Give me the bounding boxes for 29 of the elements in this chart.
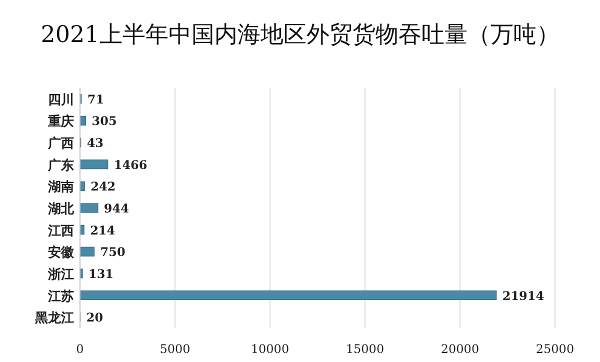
data-label: 214 <box>90 223 116 238</box>
y-tick-label: 四川 <box>48 92 74 108</box>
y-tick-label: 江西 <box>47 224 74 239</box>
y-tick-label: 浙江 <box>47 267 74 282</box>
x-tick-label: 5000 <box>160 342 190 356</box>
y-tick-label: 广西 <box>47 136 74 152</box>
y-tick-label: 广东 <box>47 157 74 174</box>
y-tick-label: 黑龙江 <box>34 311 74 326</box>
data-label: 131 <box>88 266 114 281</box>
x-tick-label: 20000 <box>440 342 480 356</box>
y-tick-label: 安徽 <box>48 244 75 261</box>
data-label: 20 <box>86 310 104 325</box>
y-tick-label: 重庆 <box>47 114 74 130</box>
data-label: 305 <box>92 114 117 128</box>
x-tick-label: 15000 <box>346 342 384 356</box>
y-tick-label: 湖北 <box>47 202 75 217</box>
x-tick-label: 25000 <box>536 342 574 356</box>
data-label: 750 <box>100 245 126 260</box>
title: 2021上半年中国内海地区外贸货物吞吐量（万吨） <box>40 21 560 50</box>
data-label: 43 <box>86 136 104 150</box>
y-tick-label: 江苏 <box>47 289 74 304</box>
data-label: 21914 <box>502 288 544 303</box>
y-tick-label: 湖南 <box>47 180 74 196</box>
data-label: 1466 <box>114 158 148 172</box>
x-tick-label: 10000 <box>250 342 290 356</box>
x-tick-label: 0 <box>76 342 84 356</box>
data-label: 71 <box>87 92 104 106</box>
data-label: 242 <box>90 180 116 194</box>
data-label: 944 <box>104 202 129 216</box>
